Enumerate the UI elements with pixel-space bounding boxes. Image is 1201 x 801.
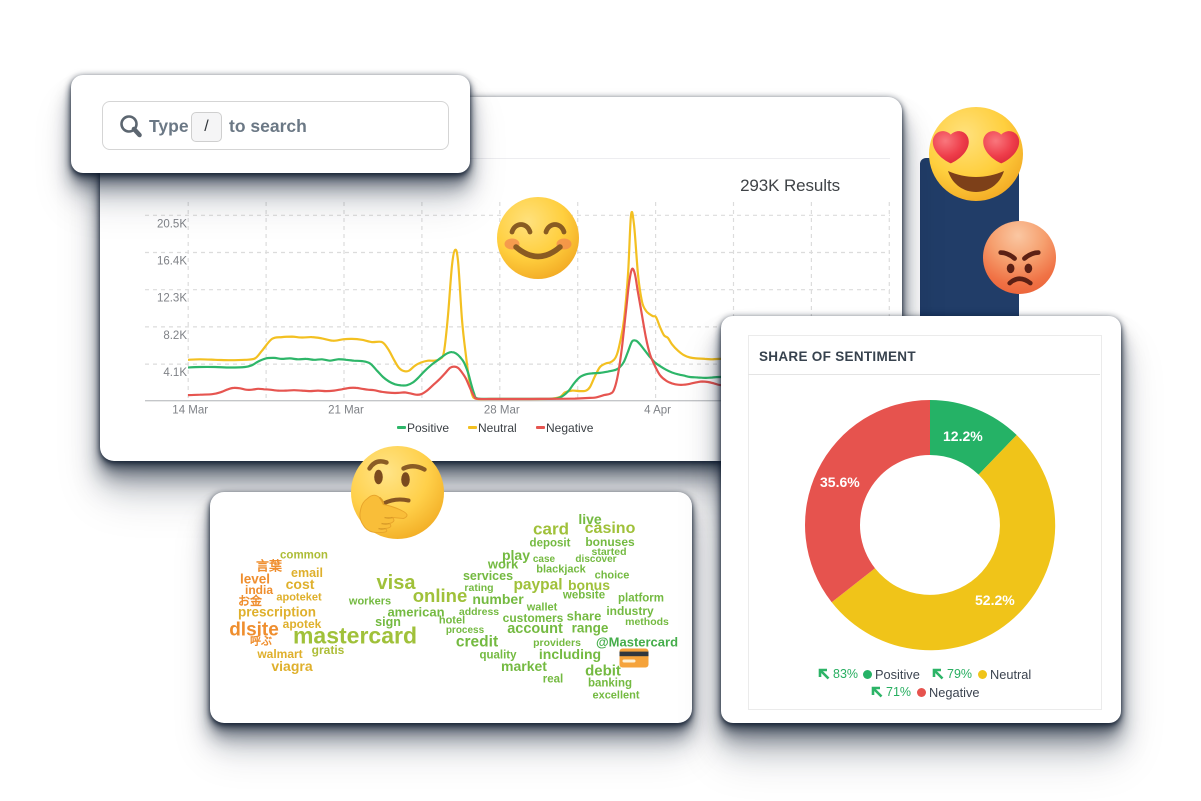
svg-text:28 Mar: 28 Mar xyxy=(484,405,520,417)
svg-text:20.5K: 20.5K xyxy=(157,218,187,230)
svg-text:4 Apr: 4 Apr xyxy=(644,405,671,417)
svg-text:21 Mar: 21 Mar xyxy=(328,405,364,417)
svg-text:4.1K: 4.1K xyxy=(163,367,187,379)
svg-text:8.2K: 8.2K xyxy=(163,330,187,342)
svg-text:12.3K: 12.3K xyxy=(157,293,187,305)
svg-text:16.4K: 16.4K xyxy=(157,256,187,268)
svg-text:14 Mar: 14 Mar xyxy=(172,405,208,417)
